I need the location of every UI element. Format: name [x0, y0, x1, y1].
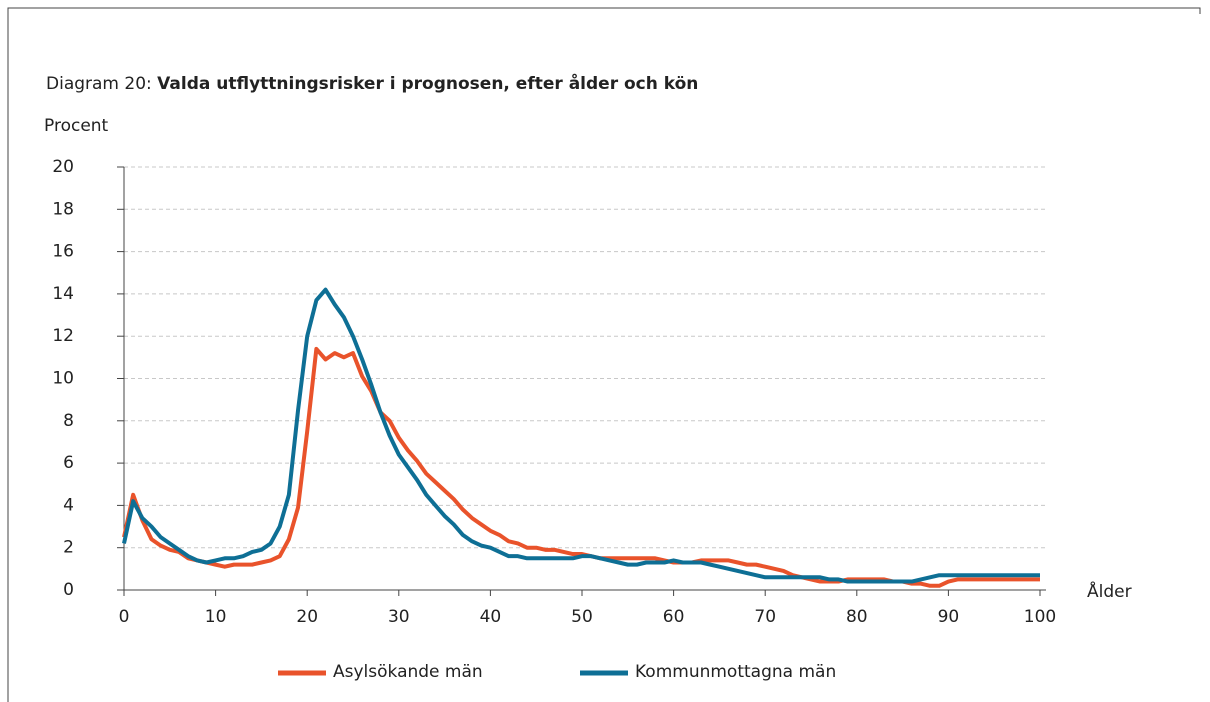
x-tick-label: 20 — [296, 607, 318, 627]
x-axis-label: Ålder — [1087, 580, 1132, 602]
title-text: Valda utflyttningsrisker i prognosen, ef… — [157, 72, 698, 94]
x-tick-label: 90 — [938, 607, 960, 627]
x-tick-label: 0 — [119, 607, 130, 627]
y-tick-label: 12 — [52, 326, 74, 346]
y-axis-label: Procent — [44, 116, 109, 136]
y-tick-label: 14 — [52, 284, 74, 304]
x-tick-label: 80 — [846, 607, 868, 627]
y-tick-label: 4 — [63, 495, 74, 515]
y-tick-label: 0 — [63, 580, 74, 600]
y-tick-label: 10 — [52, 369, 74, 389]
x-tick-label: 10 — [205, 607, 227, 627]
x-tick-label: 40 — [480, 607, 502, 627]
chart-title: Diagram 20: Valda utflyttningsrisker i p… — [46, 72, 698, 94]
y-tick-label: 8 — [63, 411, 74, 431]
frame — [7, 7, 1201, 702]
series-line — [122, 287, 1040, 584]
legend-label: Asylsökande män — [333, 662, 483, 682]
title-label: Diagram 20: — [46, 74, 152, 94]
x-tick-label: 70 — [754, 607, 776, 627]
y-tick-label: 6 — [63, 453, 74, 473]
y-tick-label: 20 — [52, 157, 74, 177]
x-tick-label: 100 — [1024, 607, 1056, 627]
legend-label: Kommunmottagna män — [635, 662, 836, 682]
x-tick-label: 30 — [388, 607, 410, 627]
x-tick-label: 50 — [571, 607, 593, 627]
y-tick-label: 2 — [63, 538, 74, 558]
y-tick-label: 16 — [52, 242, 74, 262]
x-tick-label: 60 — [663, 607, 685, 627]
y-tick-label: 18 — [52, 199, 74, 219]
